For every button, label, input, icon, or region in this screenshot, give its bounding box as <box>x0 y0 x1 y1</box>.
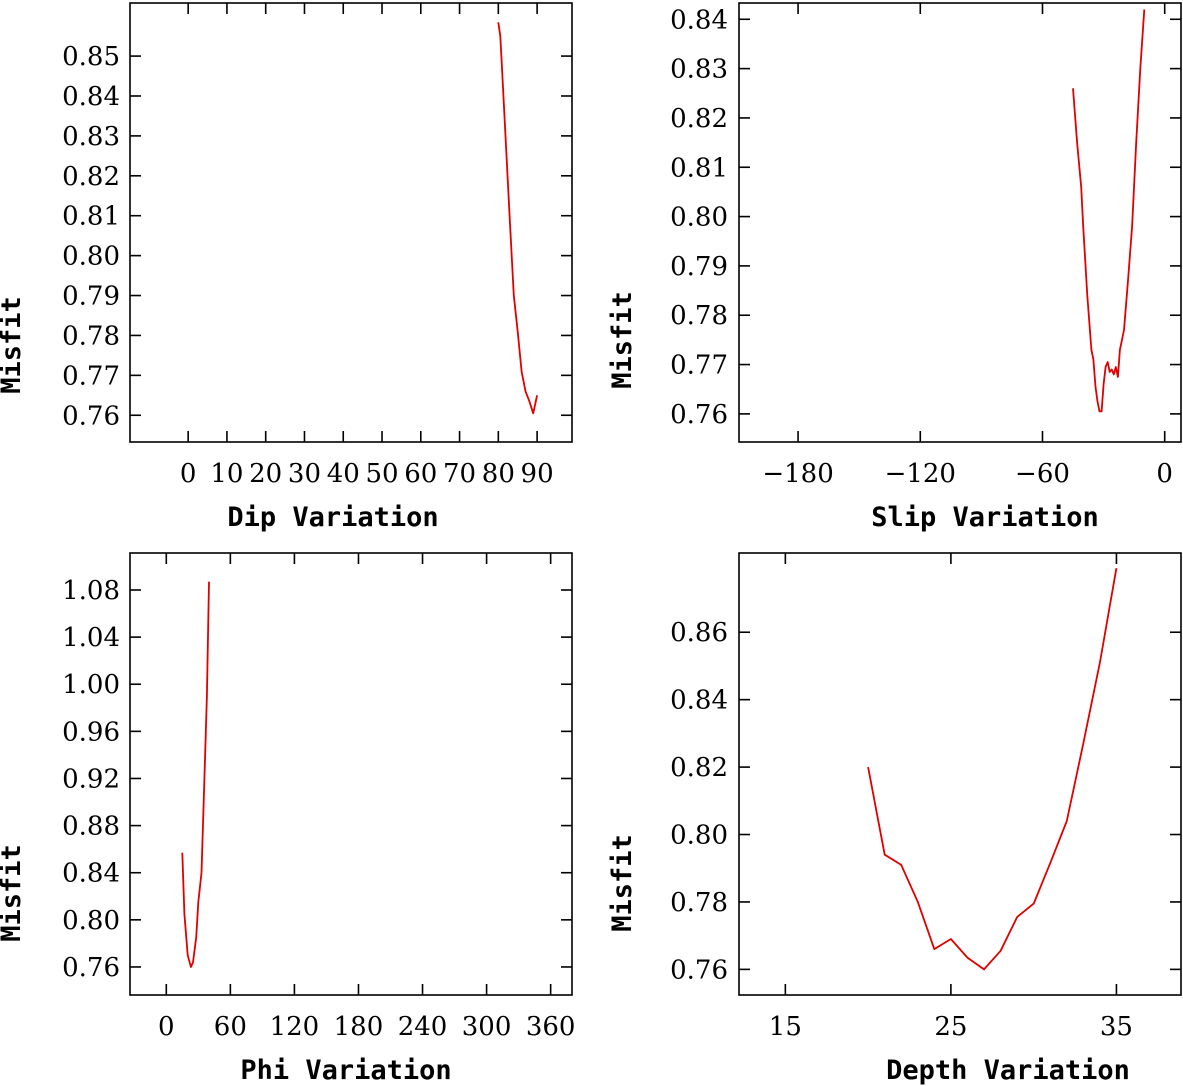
y-tick-label: 0.92 <box>62 764 120 794</box>
x-tick-label: 30 <box>288 459 321 489</box>
y-tick-label: 0.84 <box>62 859 120 889</box>
y-tick-label: 0.81 <box>670 153 728 183</box>
plot-frame <box>129 552 573 996</box>
y-tick-label: 0.83 <box>670 55 728 85</box>
y-tick-label: 0.82 <box>62 162 120 192</box>
y-tick-label: 0.96 <box>62 717 120 747</box>
y-tick-label: 0.76 <box>670 400 728 430</box>
y-axis-title: Misfit <box>607 834 638 932</box>
y-tick-label: 0.83 <box>62 122 120 152</box>
y-axis-title: Misfit <box>0 844 27 942</box>
y-tick-label: 0.78 <box>670 888 728 918</box>
x-tick-label: 0 <box>1156 459 1173 489</box>
y-axis-title: Misfit <box>0 296 27 394</box>
y-tick-label: 0.80 <box>670 821 728 851</box>
x-tick-label: 240 <box>398 1012 448 1042</box>
y-tick-label: 0.78 <box>670 301 728 331</box>
series-line <box>1072 9 1146 413</box>
y-tick-label: 0.84 <box>670 5 728 35</box>
y-tick-label: 0.79 <box>62 282 120 312</box>
y-tick-label: 0.78 <box>62 321 120 351</box>
x-tick-label: 15 <box>769 1012 802 1042</box>
x-tick-label: 50 <box>365 459 398 489</box>
x-axis-title: Dip Variation <box>227 502 438 533</box>
y-tick-label: 0.82 <box>670 104 728 134</box>
series-line <box>181 581 210 968</box>
y-tick-label: 1.00 <box>62 670 120 700</box>
y-tick-label: 0.76 <box>670 955 728 985</box>
x-tick-label: 20 <box>249 459 282 489</box>
y-axis-title: Misfit <box>607 291 638 389</box>
x-tick-label: 80 <box>482 459 515 489</box>
y-tick-label: 0.76 <box>62 953 120 983</box>
y-tick-label: 0.82 <box>670 753 728 783</box>
y-tick-label: 0.88 <box>62 812 120 842</box>
x-axis-title: Slip Variation <box>871 502 1099 533</box>
y-tick-label: 0.76 <box>62 401 120 431</box>
x-tick-label: 35 <box>1100 1012 1133 1042</box>
x-tick-label: 40 <box>327 459 360 489</box>
y-tick-label: 0.80 <box>670 203 728 233</box>
x-tick-label: 70 <box>443 459 476 489</box>
plot-frame <box>738 552 1182 996</box>
y-tick-label: 0.85 <box>62 42 120 72</box>
x-tick-label: 0 <box>158 1012 175 1042</box>
panel-dip: 0 10 20 30 40 50 60 70 80 90 0.76 0.77 0.78 0.79 0.80 0… <box>0 2 573 533</box>
x-tick-label: −180 <box>762 459 833 489</box>
y-tick-label: 1.08 <box>62 576 120 606</box>
y-tick-label: 0.80 <box>62 906 120 936</box>
x-tick-label: 120 <box>270 1012 320 1042</box>
x-tick-label: 10 <box>210 459 243 489</box>
y-tick-label: 0.79 <box>670 252 728 282</box>
x-tick-label: 180 <box>334 1012 384 1042</box>
x-tick-label: 0 <box>180 459 197 489</box>
x-tick-label: 60 <box>214 1012 247 1042</box>
plot-frame <box>738 2 1182 443</box>
y-tick-label: 1.04 <box>62 623 120 653</box>
plot-frame <box>129 2 573 443</box>
series-line <box>497 22 538 415</box>
x-axis-title: Phi Variation <box>240 1055 451 1086</box>
y-tick-label: 0.86 <box>670 618 728 648</box>
x-tick-label: −120 <box>885 459 956 489</box>
y-tick-label: 0.84 <box>670 686 728 716</box>
panel-phi: 0 60 120 180 240 300 360 0.76 0.80 0.84 0.88 0.92 0.… <box>0 552 576 1086</box>
panel-depth: 15 25 35 0.76 0.78 0.80 0.82 0.84 0.86 Depth Vari… <box>607 552 1182 1086</box>
y-tick-label: 0.84 <box>62 82 120 112</box>
y-tick-label: 0.77 <box>62 361 120 391</box>
x-tick-label: 300 <box>462 1012 512 1042</box>
panel-slip: −180 −120 −60 0 0.76 0.77 0.78 0.79 0.80 0.81 0.82… <box>607 2 1182 533</box>
series-line <box>867 568 1118 971</box>
y-tick-label: 0.81 <box>62 202 120 232</box>
x-tick-label: 90 <box>521 459 554 489</box>
x-tick-label: 25 <box>934 1012 967 1042</box>
x-tick-label: −60 <box>1015 459 1070 489</box>
y-tick-label: 0.80 <box>62 242 120 272</box>
x-axis-title: Depth Variation <box>886 1055 1130 1086</box>
x-tick-label: 360 <box>526 1012 576 1042</box>
x-tick-label: 60 <box>404 459 437 489</box>
y-tick-label: 0.77 <box>670 351 728 381</box>
